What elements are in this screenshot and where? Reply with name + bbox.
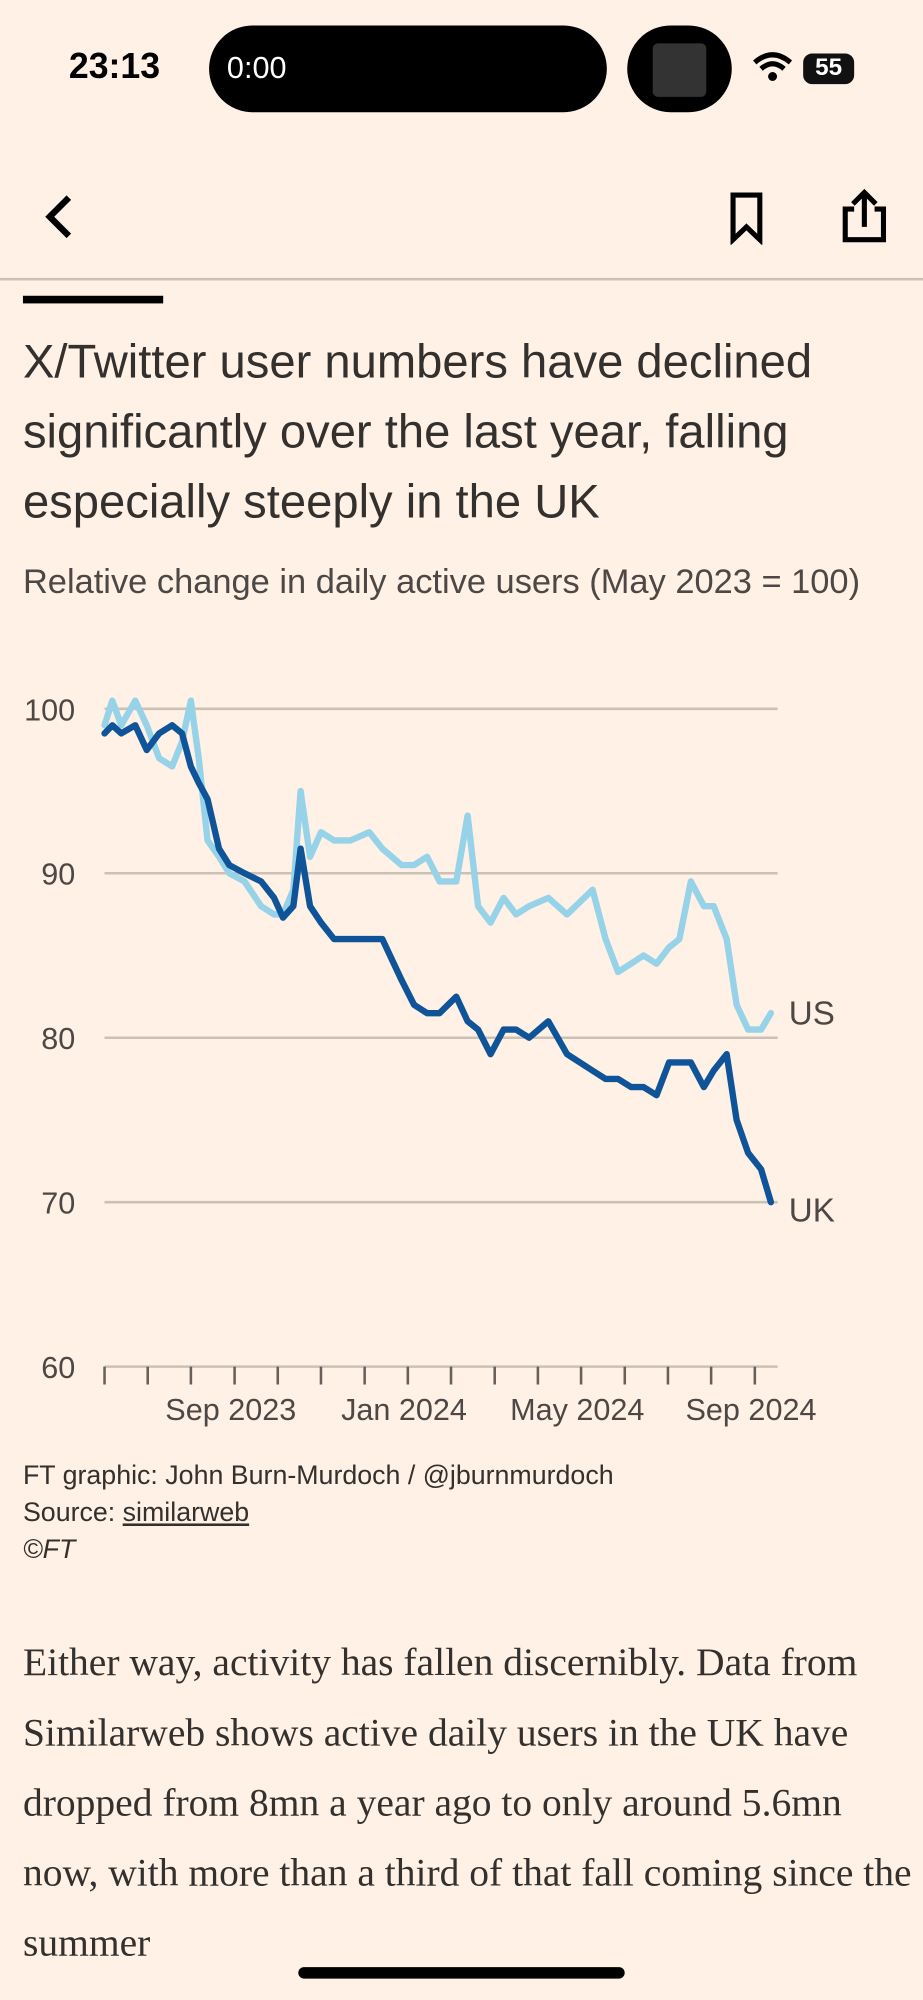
credit: FT graphic: John Burn-Murdoch / @jburnmu… bbox=[22, 1460, 614, 1491]
y-tick-label: 90 bbox=[41, 858, 75, 892]
chart-subtitle: Relative change in daily active users (M… bbox=[22, 562, 861, 601]
home-indicator[interactable] bbox=[298, 1967, 625, 1979]
y-tick-label: 80 bbox=[41, 1022, 75, 1056]
divider bbox=[0, 277, 923, 281]
credits: FT graphic: John Burn-Murdoch / @jburnmu… bbox=[23, 1457, 614, 1568]
album-art bbox=[652, 43, 707, 97]
bookmark-button[interactable] bbox=[727, 191, 768, 245]
series-line bbox=[101, 722, 775, 1206]
share-button[interactable] bbox=[839, 188, 890, 245]
wifi-icon bbox=[753, 52, 793, 81]
article-paragraph: Either way, activity has fallen discerni… bbox=[22, 1639, 912, 1965]
series-label: UK bbox=[789, 1192, 835, 1229]
copyright: ©FT bbox=[22, 1534, 76, 1565]
media-pill[interactable] bbox=[209, 25, 607, 113]
media-time: 0:00 bbox=[226, 50, 287, 86]
x-tick-label: Sep 2024 bbox=[686, 1393, 817, 1427]
y-tick-label: 100 bbox=[24, 693, 75, 727]
source-link[interactable]: similarweb bbox=[122, 1497, 250, 1528]
x-tick-label: May 2024 bbox=[510, 1393, 644, 1427]
source: Source: similarweb bbox=[23, 1494, 614, 1531]
y-tick-label: 70 bbox=[41, 1187, 75, 1221]
y-tick-label: 60 bbox=[41, 1351, 75, 1385]
back-button[interactable] bbox=[38, 191, 81, 245]
x-tick-label: Sep 2023 bbox=[165, 1393, 296, 1427]
x-tick-label: Jan 2024 bbox=[341, 1393, 467, 1427]
chart: 60 70 80 90 100 Sep 2023 Jan 2024 May 2024 Sep 2… bbox=[24, 693, 835, 1427]
status-time: 23:13 bbox=[68, 45, 161, 86]
battery: 55 bbox=[803, 53, 855, 85]
source-label: Source: bbox=[22, 1497, 116, 1528]
series-label: US bbox=[789, 996, 835, 1033]
series-line bbox=[101, 697, 775, 1033]
chart-title: X/Twitter user numbers have declined sig… bbox=[22, 335, 813, 528]
topic-bar bbox=[22, 295, 164, 304]
